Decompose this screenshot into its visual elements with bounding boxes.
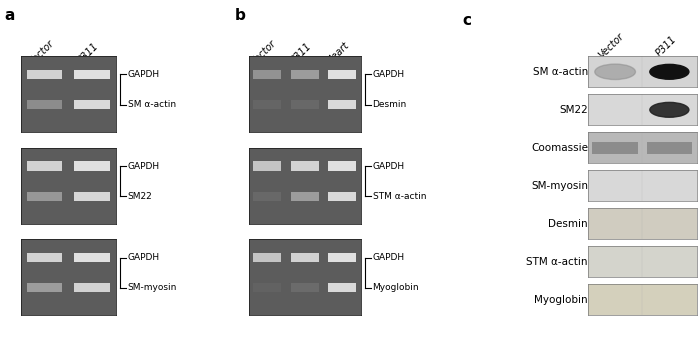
Text: P311: P311 [288, 40, 313, 65]
Text: SM22: SM22 [559, 105, 588, 115]
Text: b: b [235, 8, 246, 23]
Text: GAPDH: GAPDH [372, 253, 405, 262]
Text: P311: P311 [76, 40, 101, 65]
Text: GAPDH: GAPDH [127, 253, 160, 262]
Text: Desmin: Desmin [548, 219, 588, 229]
Text: GAPDH: GAPDH [372, 162, 405, 170]
Ellipse shape [650, 102, 689, 117]
Text: STM α-actin: STM α-actin [526, 257, 588, 267]
Text: SM-myosin: SM-myosin [531, 181, 588, 191]
Text: SM α-actin: SM α-actin [127, 100, 176, 109]
Text: GAPDH: GAPDH [372, 70, 405, 79]
Text: SM22: SM22 [127, 192, 153, 201]
Text: c: c [462, 13, 471, 28]
Ellipse shape [595, 64, 636, 80]
Text: Myoglobin: Myoglobin [534, 295, 588, 305]
Text: P311: P311 [654, 33, 678, 58]
Text: SM-myosin: SM-myosin [127, 283, 177, 292]
Text: a: a [4, 8, 15, 23]
Text: Coomassie: Coomassie [531, 143, 588, 153]
Text: STM α-actin: STM α-actin [372, 192, 426, 201]
Text: Myoglobin: Myoglobin [372, 283, 419, 292]
Ellipse shape [650, 64, 689, 79]
Text: SM α-actin: SM α-actin [533, 67, 588, 77]
Text: Heart: Heart [325, 40, 351, 66]
Text: GAPDH: GAPDH [127, 70, 160, 79]
Text: Vector: Vector [597, 31, 626, 60]
Text: Vector: Vector [27, 38, 56, 67]
Text: Desmin: Desmin [372, 100, 407, 109]
Text: Vector: Vector [249, 38, 278, 67]
Text: GAPDH: GAPDH [127, 162, 160, 170]
